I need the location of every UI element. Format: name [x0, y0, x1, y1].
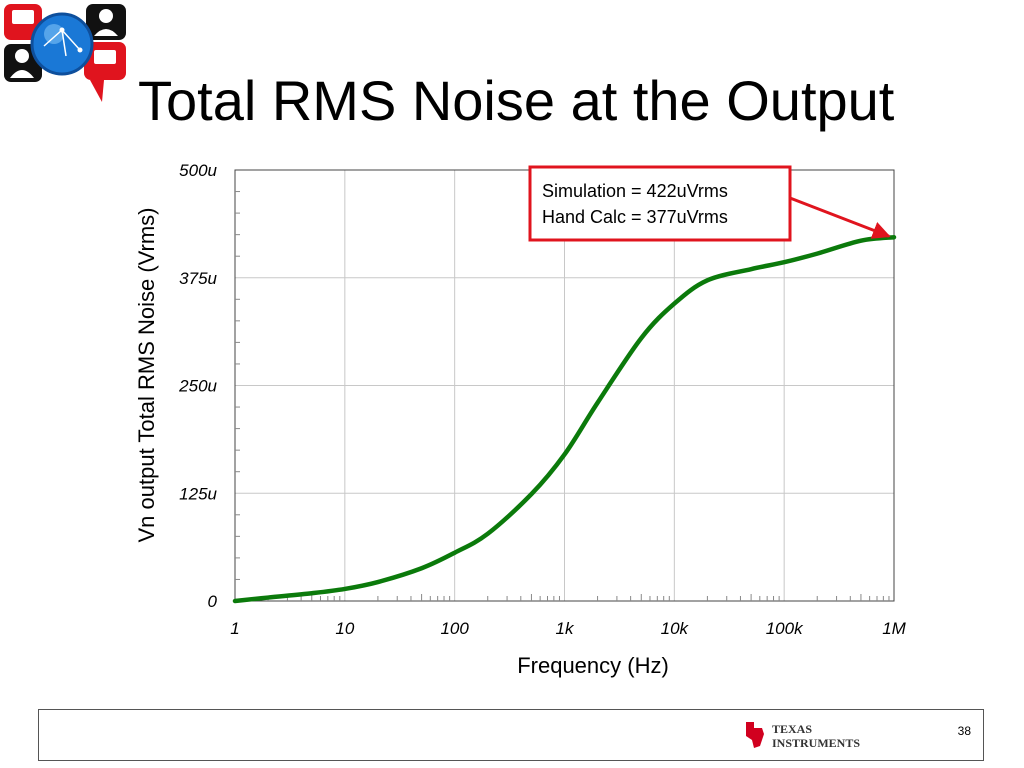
- y-axis-label: Vn output Total RMS Noise (Vrms): [134, 207, 159, 542]
- chart-labels: 1 10 100 1k 10k 100k 1M 0 125u 250u 375u 500u: [178, 161, 906, 638]
- annotation-line-hand-calc: Hand Calc = 377uVrms: [542, 207, 728, 227]
- y-tick-label: 125u: [179, 484, 217, 503]
- slide-footer: TEXAS INSTRUMENTS 38: [38, 709, 984, 761]
- noise-chart: 1 10 100 1k 10k 100k 1M 0 125u 250u 375u 500u Frequ…: [134, 161, 907, 678]
- annotation-callout: Simulation = 422uVrms Hand Calc = 377uVr…: [528, 165, 891, 242]
- ti-logo-line-1: TEXAS: [772, 722, 812, 736]
- slide-title: Total RMS Noise at the Output: [138, 69, 895, 132]
- x-tick-label: 1M: [882, 619, 906, 638]
- chart-grid: [235, 170, 894, 601]
- y-tick-label: 500u: [179, 161, 217, 180]
- x-tick-label: 1: [230, 619, 239, 638]
- annotation-arrow: [789, 196, 891, 239]
- y-tick-label: 0: [208, 592, 218, 611]
- x-tick-label: 10k: [661, 619, 690, 638]
- y-tick-label: 250u: [178, 377, 217, 396]
- chart-series: [232, 234, 897, 604]
- page-number: 38: [957, 724, 971, 738]
- x-tick-label: 100k: [766, 619, 804, 638]
- x-axis-label: Frequency (Hz): [517, 653, 669, 678]
- y-tick-label: 375u: [179, 269, 217, 288]
- ti-logo-line-2: INSTRUMENTS: [772, 736, 860, 750]
- texas-instruments-logo: TEXAS INSTRUMENTS: [746, 722, 860, 750]
- annotation-line-simulation: Simulation = 422uVrms: [542, 181, 728, 201]
- x-tick-label: 100: [440, 619, 469, 638]
- chart-ticks: [235, 191, 890, 601]
- network-people-icon: [4, 4, 126, 102]
- annotation-box: [528, 165, 792, 242]
- x-tick-label: 10: [335, 619, 354, 638]
- x-tick-label: 1k: [556, 619, 575, 638]
